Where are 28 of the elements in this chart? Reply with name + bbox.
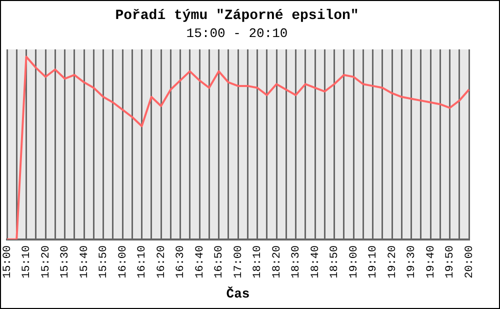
x-tick-label: 15:10 [21, 245, 34, 278]
x-tick-label: 15:00 [2, 245, 14, 278]
x-tick-label: 20:00 [464, 245, 476, 278]
x-tick-label: 19:20 [386, 245, 399, 278]
x-tick-label: 15:30 [60, 245, 72, 278]
x-tick-label: 16:30 [175, 245, 188, 278]
x-tick-label: 16:00 [117, 245, 130, 278]
x-tick-label: 16:10 [136, 245, 149, 278]
chart-subtitle: 15:00 - 20:10 [186, 26, 288, 42]
x-tick-label: 19:40 [425, 245, 438, 278]
x-axis-title: Čas [226, 286, 250, 302]
x-tick-label: 18:30 [290, 245, 303, 278]
x-tick-label: 19:10 [368, 245, 380, 278]
x-tick-label: 19:00 [348, 245, 360, 278]
x-tick-label: 19:50 [444, 245, 457, 278]
x-tick-label: 16:20 [156, 245, 168, 278]
x-tick-label: 16:50 [214, 245, 226, 278]
x-tick-label: 15:40 [78, 245, 91, 278]
x-tick-label: 17:00 [232, 245, 245, 278]
x-tick-label: 18:40 [310, 245, 322, 278]
x-tick-label: 15:20 [40, 245, 52, 278]
x-tick-label: 18:10 [252, 245, 264, 278]
x-tick-label: 19:30 [406, 245, 418, 278]
x-tick-label: 15:50 [98, 245, 110, 278]
chart-title: Pořadí týmu "Záporné epsilon" [115, 8, 359, 24]
x-tick-label: 18:50 [329, 245, 342, 278]
x-tick-label: 16:40 [194, 245, 206, 278]
x-tick-label: 18:20 [271, 245, 284, 278]
